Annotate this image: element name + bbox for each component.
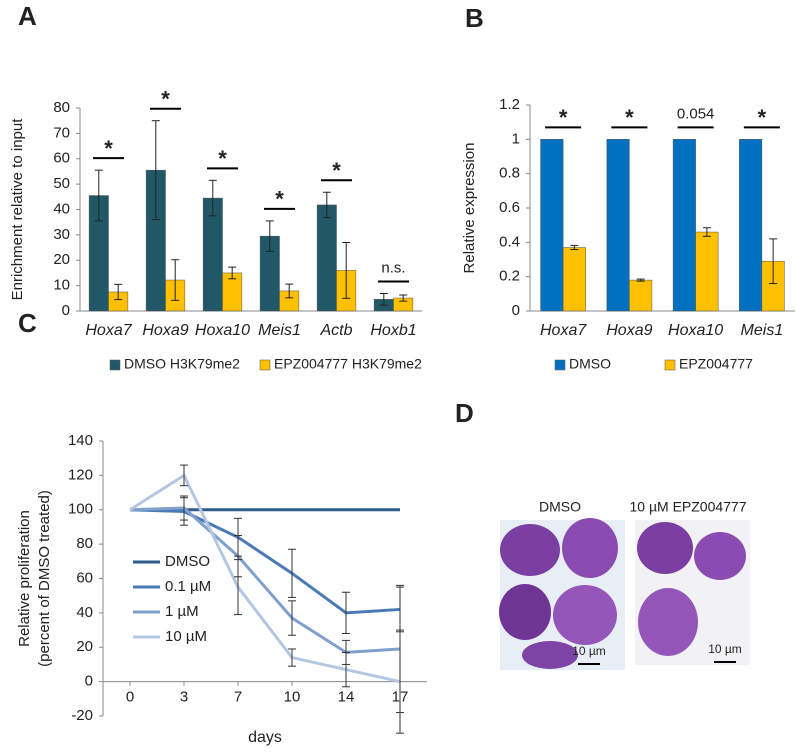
- y-tick-label: 20: [76, 638, 93, 655]
- y-axis-label: Relative proliferation: [16, 510, 33, 647]
- y-tick-label: 80: [53, 99, 70, 116]
- image-label: 10 µM EPZ004777: [629, 499, 746, 515]
- legend-label: DMSO: [165, 553, 210, 570]
- significance-label: *: [275, 187, 284, 212]
- x-tick-label: Hoxb1: [370, 322, 416, 339]
- bar: [629, 279, 653, 312]
- legend-swatch: [664, 359, 676, 371]
- legend-label: EPZ004777: [679, 356, 753, 372]
- legend-swatch: [259, 359, 271, 371]
- y-tick-label: 0.2: [499, 268, 520, 285]
- legend-label: 1 µM: [165, 603, 199, 620]
- y-tick-label: -20: [71, 707, 93, 724]
- y-tick-label: 0.4: [499, 233, 520, 250]
- micrograph-dmso: [499, 518, 625, 670]
- y-axis-label: Enrichment relative to input: [9, 118, 26, 301]
- bar: [672, 139, 696, 312]
- y-axis-label: Relative expression: [461, 143, 478, 274]
- significance-label: *: [332, 158, 341, 183]
- legend-label: DMSO H3K79me2: [124, 356, 240, 372]
- y-tick-label: 0.8: [499, 165, 520, 182]
- x-tick-label: Hoxa9: [142, 322, 188, 339]
- scale-bar-label: 10 µm: [708, 642, 742, 656]
- x-tick-label: Actb: [319, 322, 352, 339]
- panel-label: A: [18, 1, 37, 31]
- significance-label: *: [559, 105, 568, 130]
- y-tick-label: 1.2: [499, 96, 520, 113]
- series-line: [129, 508, 401, 615]
- x-tick-label: 14: [338, 689, 355, 706]
- bar: [695, 231, 719, 312]
- legend-label: 10 µM: [165, 628, 207, 645]
- image-label: DMSO: [539, 499, 581, 515]
- x-tick-label: Hoxa7: [85, 322, 132, 339]
- y-tick-label: 1: [512, 130, 520, 147]
- x-tick-label: Hoxa10: [195, 322, 250, 339]
- series-line: [129, 473, 401, 684]
- y-tick-label: 10: [53, 277, 70, 294]
- y-tick-label: 40: [76, 604, 93, 621]
- legend-swatch: [109, 359, 121, 371]
- y-tick-label: 140: [68, 432, 93, 449]
- y-tick-label: 0.6: [499, 199, 520, 216]
- x-tick-label: 3: [180, 689, 188, 706]
- x-tick-label: 7: [234, 689, 242, 706]
- y-tick-label: 0: [85, 673, 93, 690]
- significance-label: *: [625, 105, 634, 130]
- legend-swatch: [554, 359, 566, 371]
- y-axis-label: (percent of DMSO treated): [36, 490, 53, 667]
- micrograph-epz: [635, 520, 750, 665]
- x-tick-label: Hoxa10: [668, 322, 723, 339]
- series-line: [129, 506, 401, 654]
- y-tick-label: 60: [76, 569, 93, 586]
- bar: [316, 204, 337, 312]
- bar: [562, 247, 586, 312]
- y-tick-label: 0: [512, 302, 520, 319]
- x-tick-label: Hoxa7: [540, 322, 587, 339]
- panel-label: B: [465, 3, 484, 33]
- x-tick-label: Meis1: [258, 322, 301, 339]
- y-tick-label: 30: [53, 226, 70, 243]
- y-tick-label: 120: [68, 466, 93, 483]
- significance-label: *: [218, 146, 227, 171]
- significance-label: *: [104, 136, 113, 161]
- panel-label: C: [18, 308, 37, 338]
- y-tick-label: 0: [62, 302, 70, 319]
- x-tick-label: 0: [126, 689, 134, 706]
- legend-label: 0.1 µM: [165, 578, 211, 595]
- x-tick-label: Hoxa9: [606, 322, 652, 339]
- scale-bar-label: 10 µm: [572, 644, 606, 658]
- x-tick-label: 10: [284, 689, 301, 706]
- y-tick-label: 80: [76, 535, 93, 552]
- y-tick-label: 20: [53, 251, 70, 268]
- legend-label: EPZ004777 H3K79me2: [274, 356, 422, 372]
- bar: [739, 139, 763, 312]
- x-axis-label: days: [248, 729, 282, 746]
- significance-label: 0.054: [677, 105, 715, 122]
- panel-label: D: [455, 398, 474, 428]
- bar: [540, 139, 564, 312]
- y-tick-label: 40: [53, 200, 70, 217]
- y-tick-label: 70: [53, 124, 70, 141]
- legend-label: DMSO: [569, 356, 611, 372]
- significance-label: n.s.: [381, 259, 405, 276]
- bar: [606, 139, 630, 312]
- y-tick-label: 50: [53, 175, 70, 192]
- y-tick-label: 100: [68, 501, 93, 518]
- y-tick-label: 60: [53, 150, 70, 167]
- significance-label: *: [161, 87, 170, 112]
- significance-label: *: [758, 105, 767, 130]
- x-tick-label: Meis1: [741, 322, 784, 339]
